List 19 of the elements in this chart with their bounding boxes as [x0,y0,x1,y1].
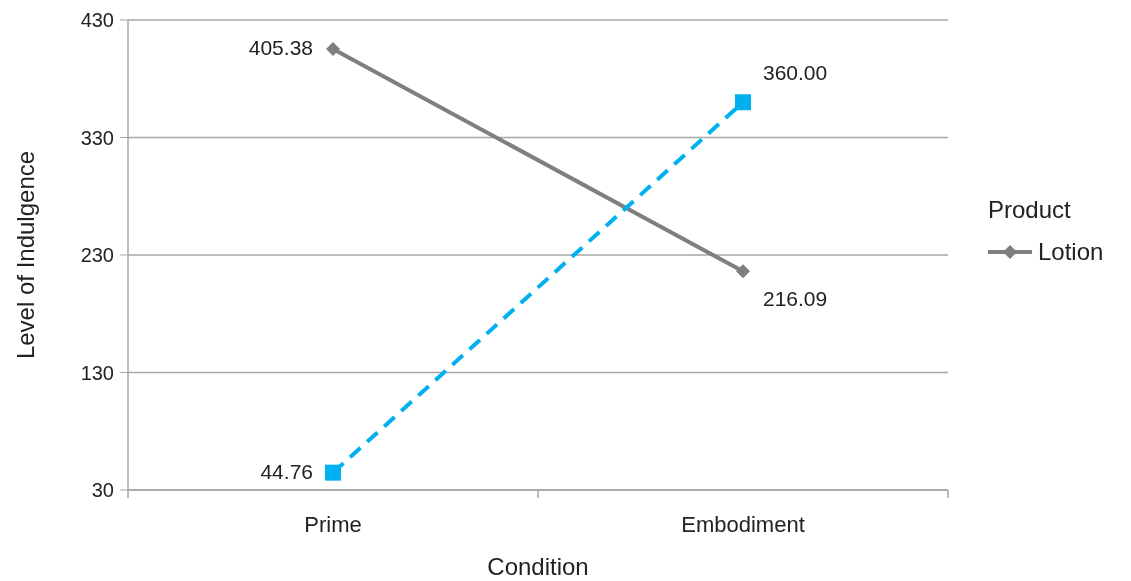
point [326,41,340,56]
y-tick-label: 430 [80,9,114,31]
data-label: 360.00 [763,61,828,85]
y-tick-label: 30 [91,479,114,501]
point [735,94,751,111]
x-tick-label: Prime [304,512,362,537]
y-tick-label: 330 [80,126,114,149]
x-tick-label: Embodiment [681,512,805,537]
data-label: 216.09 [763,287,828,311]
data-label: 44.76 [260,459,313,483]
point [325,464,341,481]
data-label: 405.38 [248,35,313,59]
y-axis-title: Level of Indulgence [12,150,39,360]
y-tick-label: 230 [80,244,114,266]
y-tick-label: 130 [80,361,114,384]
x-axis-title: Condition [487,553,589,580]
legend-label: Lotion [1038,238,1104,265]
point [736,264,750,279]
legend-title: Product [988,196,1072,223]
